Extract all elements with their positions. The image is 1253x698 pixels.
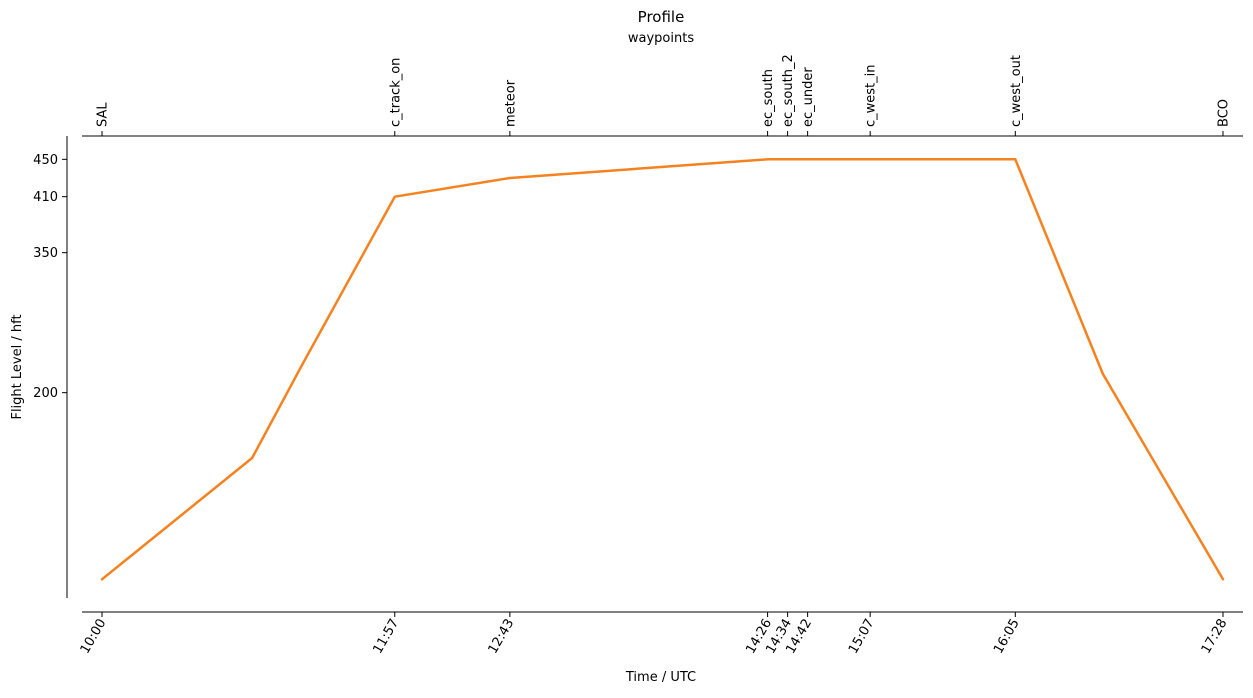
chart-subtitle: waypoints	[628, 31, 694, 46]
y-tick-label: 410	[33, 190, 58, 205]
x-tick-label: 12:43	[486, 617, 518, 657]
x-tick-label: 16:05	[991, 617, 1023, 657]
y-tick-label: 450	[33, 153, 58, 168]
y-axis-label: Flight Level / hft	[10, 314, 25, 419]
waypoint-label: BCO	[1216, 99, 1231, 127]
y-tick-label: 200	[33, 386, 58, 401]
waypoint-label: c_west_in	[864, 65, 879, 128]
waypoint-label: c_track_on	[388, 58, 403, 127]
x-tick-label: 17:28	[1199, 617, 1231, 657]
waypoint-label: meteor	[503, 79, 518, 127]
x-axis-label: Time / UTC	[625, 670, 696, 685]
y-tick-label: 350	[33, 246, 58, 261]
waypoint-label: ec_south	[761, 69, 776, 127]
waypoint-label: ec_under	[801, 67, 816, 127]
x-tick-label: 15:07	[846, 617, 878, 657]
waypoint-label: c_west_out	[1009, 55, 1024, 127]
x-tick-label: 11:57	[371, 617, 403, 657]
x-tick-label: 10:00	[78, 617, 110, 657]
waypoint-label: ec_south_2	[781, 54, 796, 127]
waypoint-label: SAL	[96, 102, 111, 127]
chart-title: Profile	[638, 8, 685, 26]
flight-profile-line	[100, 158, 1225, 581]
